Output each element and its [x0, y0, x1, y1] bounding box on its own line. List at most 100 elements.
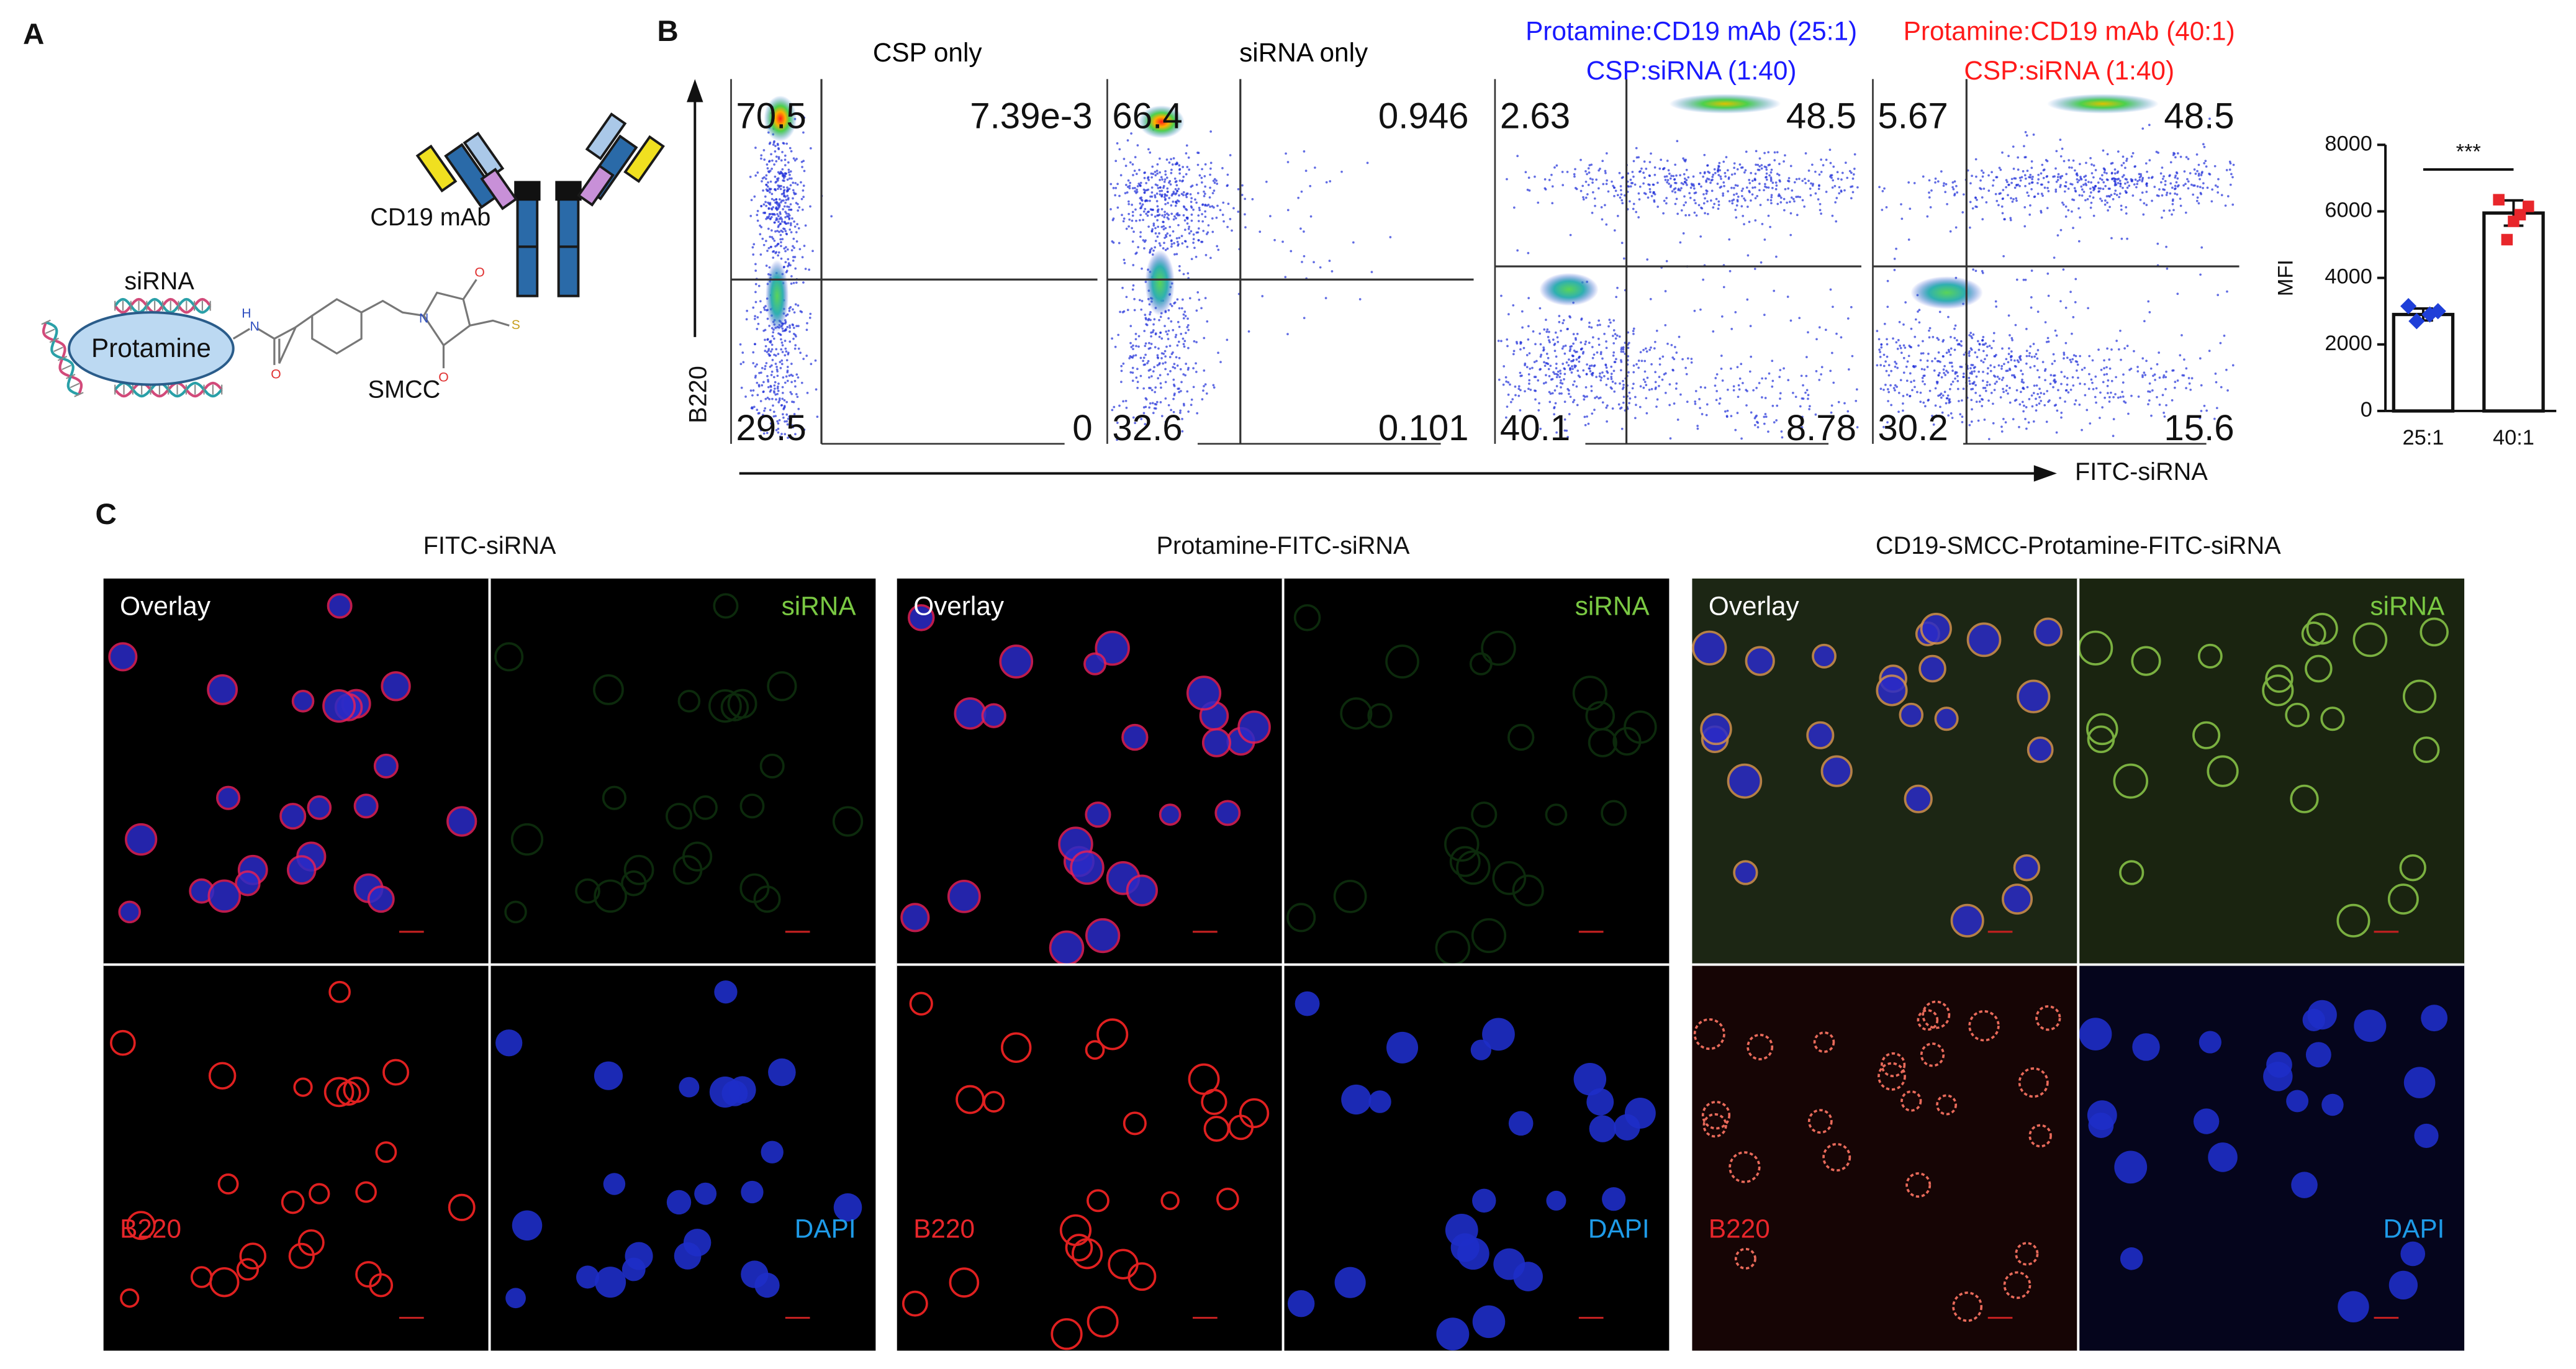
event-dot — [1548, 374, 1551, 377]
cell — [328, 980, 351, 1003]
micrograph-bg — [103, 964, 490, 1351]
cell — [1922, 1000, 1951, 1029]
event-dot — [1614, 382, 1617, 385]
cell — [2087, 1100, 2117, 1131]
cell — [1878, 1062, 1906, 1091]
event-dot — [1358, 298, 1362, 300]
event-dot — [1706, 212, 1709, 215]
event-dot — [2025, 405, 2028, 409]
event-dot — [2114, 189, 2117, 192]
cell — [1286, 903, 1316, 933]
event-dot — [1997, 364, 2000, 367]
event-dot — [1734, 209, 1737, 211]
event-dot — [1203, 385, 1205, 387]
event-dot — [1947, 414, 1950, 417]
event-dot — [780, 341, 784, 344]
event-dot — [780, 257, 783, 260]
event-dot — [1129, 181, 1132, 184]
event-dot — [1730, 328, 1733, 330]
event-dot — [1892, 387, 1896, 390]
event-dot — [1554, 402, 1557, 405]
event-dot — [2078, 194, 2081, 197]
event-dot — [1731, 202, 1734, 205]
event-dot — [1895, 247, 1897, 250]
event-dot — [1532, 330, 1535, 333]
event-dot — [1756, 426, 1760, 428]
event-dot — [1146, 214, 1149, 217]
event-dot — [1941, 394, 1945, 397]
event-dot — [2151, 176, 2154, 178]
event-dot — [752, 306, 755, 309]
event-dot — [1832, 381, 1835, 384]
event-dot — [1654, 371, 1657, 374]
event-dot — [785, 350, 788, 353]
event-dot — [2009, 217, 2012, 220]
event-dot — [786, 178, 789, 181]
event-dot — [1109, 183, 1113, 186]
event-dot — [792, 281, 795, 284]
event-dot — [2068, 166, 2071, 169]
cell — [1087, 1189, 1109, 1213]
event-dot — [1512, 350, 1516, 353]
event-dot — [1545, 352, 1548, 355]
event-dot — [752, 362, 755, 364]
event-dot — [1755, 163, 1757, 166]
event-dot — [1817, 198, 1820, 201]
event-dot — [1956, 374, 1959, 377]
event-dot — [765, 204, 767, 207]
event-dot — [1144, 405, 1147, 409]
event-dot — [1162, 220, 1164, 224]
event-dot — [1927, 352, 1930, 355]
event-dot — [2026, 191, 2029, 194]
event-dot — [1899, 345, 1902, 347]
cell — [2301, 621, 2326, 647]
event-dot — [2087, 307, 2089, 310]
event-dot — [1902, 323, 1905, 326]
event-dot — [1151, 331, 1154, 333]
event-dot — [1569, 368, 1571, 370]
cell — [1917, 1009, 1939, 1031]
event-dot — [1309, 184, 1312, 188]
cell — [505, 1288, 526, 1309]
event-dot — [1517, 394, 1521, 397]
event-dot — [795, 158, 798, 160]
event-dot — [1150, 191, 1154, 194]
event-dot — [1574, 337, 1577, 340]
event-dot — [775, 219, 777, 222]
event-dot — [1160, 337, 1164, 340]
event-dot — [2196, 185, 2199, 188]
event-dot — [1615, 358, 1617, 361]
event-dot — [1208, 196, 1211, 199]
event-dot — [1618, 335, 1621, 338]
event-dot — [754, 291, 757, 294]
event-dot — [785, 328, 787, 331]
cell — [2193, 1108, 2220, 1134]
event-dot — [2002, 255, 2005, 258]
event-dot — [1590, 326, 1593, 329]
event-dot — [769, 386, 772, 388]
event-dot — [784, 230, 787, 233]
event-dot — [2043, 404, 2046, 407]
event-dot — [1928, 191, 1930, 194]
event-dot — [1576, 369, 1579, 372]
event-dot — [2149, 367, 2153, 370]
event-dot — [774, 207, 777, 210]
cell — [665, 803, 693, 830]
event-dot — [1168, 197, 1171, 199]
event-dot — [2103, 373, 2106, 376]
event-dot — [1962, 387, 1965, 391]
event-dot — [1527, 373, 1530, 376]
event-dot — [2214, 373, 2217, 375]
event-dot — [1150, 195, 1154, 198]
event-dot — [1186, 217, 1189, 220]
event-dot — [741, 351, 744, 354]
event-dot — [2043, 392, 2046, 395]
event-dot — [2064, 389, 2068, 392]
event-dot — [1684, 214, 1687, 217]
event-dot — [1982, 387, 1985, 389]
event-dot — [1974, 196, 1977, 199]
event-dot — [1996, 376, 1999, 378]
event-dot — [1139, 197, 1142, 200]
event-dot — [777, 207, 780, 210]
event-dot — [1766, 199, 1769, 201]
